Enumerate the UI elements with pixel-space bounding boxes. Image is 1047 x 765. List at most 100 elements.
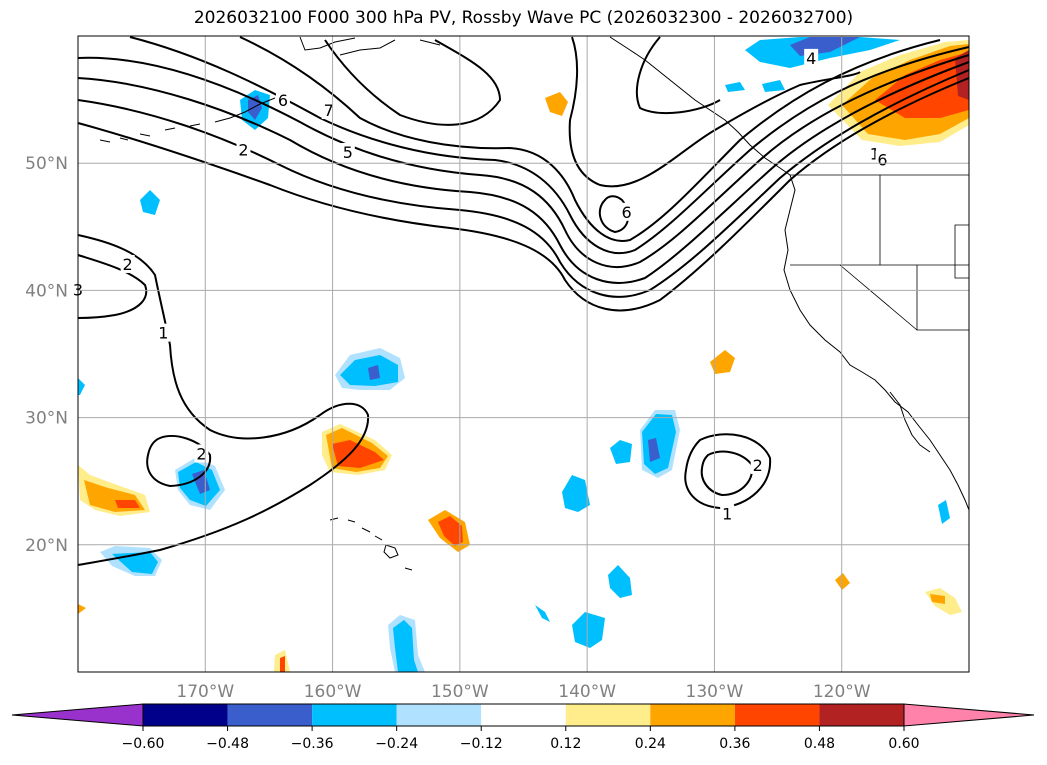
colorbar-bin (819, 704, 904, 726)
colorbar-extend-high (903, 703, 1035, 727)
shading-negative (938, 500, 950, 524)
contour-label-bg (804, 48, 819, 67)
colorbar-label: 0.60 (888, 736, 919, 752)
shading-negative (368, 365, 380, 380)
contour-line (129, 36, 970, 255)
colorbar: −0.60 −0.48 −0.36 −0.24 −0.12 0.12 0.24 0.36 0.4… (11, 703, 1035, 752)
contour-line (77, 77, 970, 312)
contour-label-bg (120, 254, 135, 273)
contour-label-bg (340, 143, 355, 162)
contour-label-bg (619, 202, 634, 221)
shading-negative (535, 605, 550, 622)
pv-shading (78, 37, 969, 672)
contour-line (77, 54, 970, 268)
contour-line (636, 36, 721, 114)
shading-negative (562, 475, 590, 512)
contour-label-bg (875, 150, 890, 169)
shading-negative (648, 438, 660, 462)
contour-label-bg (236, 140, 251, 159)
lon-tick-label: 140°W (558, 682, 616, 702)
contour-label: 2 (753, 456, 763, 475)
contour-label: 4 (806, 49, 816, 68)
colorbar-frame (142, 703, 905, 727)
lat-tick-label: 40°N (25, 281, 68, 301)
colorbar-bin (650, 704, 735, 726)
longitude-labels: 170°W 160°W 150°W 140°W 130°W 120°W (176, 682, 870, 702)
contour-line (146, 435, 212, 488)
latitude-labels: 20°N 30°N 40°N 50°N (25, 154, 68, 556)
shading-positive (545, 92, 568, 116)
contour-line (77, 234, 370, 566)
shading-positive (710, 350, 735, 374)
shading-positive (78, 604, 86, 614)
colorbar-bin (481, 704, 566, 726)
contour-line (239, 36, 941, 242)
lat-tick-label: 20°N (25, 536, 68, 556)
shading-positive (280, 656, 285, 672)
shading-negative-n (725, 82, 745, 92)
colorbar-bin (227, 704, 313, 726)
shading-negative (393, 620, 418, 672)
colorbar-label: −0.36 (291, 736, 334, 752)
alaska-coast (299, 36, 791, 176)
shading-negative (610, 440, 632, 464)
contour-label-bg (275, 90, 290, 109)
shading-negative (572, 612, 605, 648)
contour-label: 2 (123, 255, 133, 274)
colorbar-label: −0.24 (375, 736, 418, 752)
lon-tick-label: 160°W (304, 682, 362, 702)
colorbar-bin (565, 704, 651, 726)
contour-label-bg (750, 455, 765, 474)
shading-positive (438, 516, 463, 546)
shading-positive (930, 594, 945, 604)
contour-label: 6 (622, 203, 632, 222)
shading-positive (332, 440, 384, 468)
colorbar-label: −0.12 (460, 736, 503, 752)
lat-tick-label: 30°N (25, 409, 68, 429)
aleutian-islands (99, 97, 276, 143)
hawaii-islands (329, 517, 413, 571)
pv-contours (77, 36, 970, 566)
colorbar-bin (396, 704, 482, 726)
colorbar-label: 0.24 (635, 736, 666, 752)
contour-line (700, 450, 754, 497)
lon-tick-label: 170°W (176, 682, 234, 702)
contour-label: 6 (278, 91, 288, 110)
west-coast-na (783, 174, 970, 511)
baja-peninsula (889, 391, 931, 453)
lon-tick-label: 120°W (813, 682, 871, 702)
contour-line (77, 254, 148, 319)
contour-label-bg (720, 504, 735, 523)
contour-label: 2 (196, 444, 206, 463)
contour-label: 2 (238, 140, 248, 159)
gridlines (78, 36, 969, 672)
map-frame (77, 35, 970, 673)
colorbar-label: 0.36 (719, 736, 750, 752)
contour-label: 5 (343, 143, 353, 162)
shading-positive (835, 573, 850, 590)
contour-line (568, 36, 861, 188)
figure-title: 2026032100 F000 300 hPa PV, Rossby Wave … (193, 8, 854, 28)
lon-tick-label: 130°W (686, 682, 744, 702)
coastlines (99, 36, 970, 571)
shading-negative (608, 565, 632, 598)
colorbar-label: −0.60 (122, 736, 165, 752)
shading-positive (115, 500, 140, 508)
colorbar-extend-low (11, 703, 144, 727)
lat-tick-label: 50°N (25, 154, 68, 174)
lon-tick-label: 150°W (431, 682, 489, 702)
colorbar-bin (734, 704, 820, 726)
contour-label: 6 (877, 151, 887, 170)
contour-label: 7 (324, 101, 334, 120)
colorbar-bin (143, 704, 228, 726)
contour-label: 1 (158, 324, 168, 343)
contour-label: 1 (722, 504, 732, 523)
contour-label-bg (156, 323, 171, 342)
colorbar-label: 0.12 (550, 736, 581, 752)
colorbar-label: −0.48 (206, 736, 249, 752)
shading-negative-n (762, 80, 785, 92)
contour-line (77, 61, 970, 284)
contour-line (324, 39, 502, 126)
colorbar-label: 0.48 (804, 736, 835, 752)
